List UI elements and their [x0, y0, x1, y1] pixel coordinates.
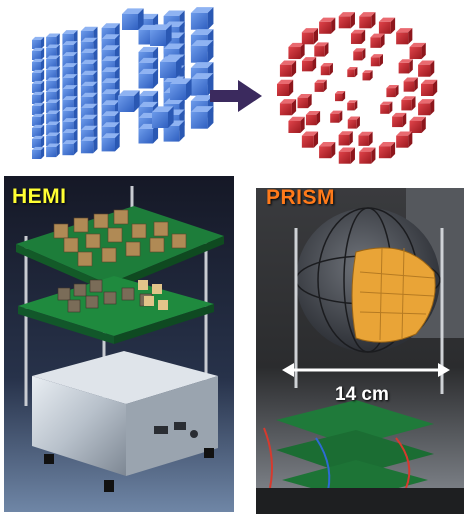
- scale-arrow-icon: [282, 363, 450, 377]
- hemi-photo: [4, 176, 234, 512]
- prism-cube: [370, 54, 383, 67]
- hemi-cube: [32, 124, 45, 137]
- prism-cube: [338, 147, 355, 164]
- prism-cube: [396, 131, 413, 148]
- prism-cube: [401, 96, 416, 111]
- prism-cube: [288, 42, 305, 60]
- prism-cube: [279, 99, 297, 116]
- prism-cube: [338, 12, 355, 29]
- scale-label: 14 cm: [335, 384, 389, 405]
- top-figure-svg: [32, 7, 438, 164]
- prism-cube: [279, 60, 297, 77]
- prism-cube: [305, 111, 321, 126]
- hemi-cube-array: [32, 7, 214, 159]
- hemi-cube: [32, 146, 45, 159]
- prism-cube: [301, 28, 319, 45]
- prism-cube: [392, 112, 407, 128]
- prism-cube: [347, 100, 358, 111]
- hemi-cube: [32, 80, 45, 93]
- hemi-cube: [62, 63, 78, 79]
- prism-cube: [301, 57, 317, 72]
- prism-photo: [256, 188, 464, 514]
- prism-cube: [338, 131, 353, 146]
- prism-cube: [319, 142, 336, 159]
- hemi-cube: [46, 77, 60, 92]
- hemi-cube: [46, 110, 60, 125]
- prism-cube: [418, 99, 435, 116]
- hemi-cube: [32, 69, 45, 82]
- prism-cube: [359, 12, 376, 29]
- transition-arrow-icon: [210, 80, 262, 112]
- hemi-photo-illustration: [4, 176, 234, 512]
- prism-label: PRISM: [266, 186, 336, 209]
- prism-cube: [359, 147, 376, 164]
- hemi-cube: [46, 33, 60, 48]
- prism-cube: [288, 116, 305, 133]
- hemi-cube: [160, 56, 182, 78]
- prism-cube: [409, 116, 426, 133]
- hemi-cube: [118, 90, 140, 112]
- prism-cube: [330, 110, 343, 123]
- hemi-cube: [152, 106, 174, 128]
- hemi-cube: [190, 73, 214, 96]
- prism-cube: [301, 131, 319, 148]
- hemi-cube: [80, 136, 98, 154]
- prism-cube: [347, 66, 358, 78]
- hemi-cube: [32, 102, 45, 115]
- prism-cube: [277, 79, 294, 96]
- hemi-cube: [46, 44, 60, 59]
- prism-cube-sphere: [277, 12, 438, 164]
- prism-cube: [409, 42, 426, 60]
- hemi-cube: [46, 121, 60, 136]
- prism-cube: [418, 60, 435, 77]
- hemi-cube: [190, 40, 214, 63]
- prism-cube: [335, 91, 346, 102]
- prism-cube: [319, 17, 336, 34]
- hemi-cube: [32, 58, 45, 71]
- prism-cube: [353, 48, 366, 61]
- prism-cube: [378, 142, 396, 159]
- hemi-cube: [62, 140, 78, 156]
- hemi-cube: [46, 88, 60, 103]
- prism-photo-illustration: [256, 188, 464, 514]
- prism-cube: [398, 59, 413, 74]
- prism-cube: [370, 33, 385, 48]
- prism-cube: [386, 84, 399, 98]
- hemi-cube: [32, 91, 45, 104]
- prism-cube: [358, 131, 373, 146]
- hemi-cube: [32, 113, 45, 126]
- hemi-cube: [190, 7, 214, 30]
- hemi-cube: [170, 78, 192, 100]
- prism-cube: [314, 79, 327, 92]
- hemi-label: HEMI: [12, 185, 67, 208]
- hemi-cube: [32, 47, 45, 60]
- hemi-cube: [101, 133, 120, 152]
- prism-cube: [362, 70, 373, 81]
- hemi-cube: [46, 99, 60, 114]
- hemi-cube: [138, 68, 159, 89]
- prism-cube: [314, 42, 329, 57]
- prism-cube: [396, 28, 413, 45]
- hemi-cube: [46, 132, 60, 147]
- hemi-cube: [46, 66, 60, 81]
- hemi-cube: [46, 143, 60, 158]
- prism-cube: [380, 101, 393, 114]
- prism-cube: [297, 93, 312, 109]
- hemi-cube: [190, 106, 214, 129]
- prism-cube: [320, 63, 333, 76]
- top-figure: [0, 0, 467, 172]
- hemi-cube: [32, 135, 45, 148]
- prism-cube: [403, 77, 418, 92]
- hemi-cube: [150, 24, 172, 46]
- hemi-cube: [122, 8, 144, 30]
- prism-cube: [350, 29, 366, 44]
- hemi-cube: [32, 36, 45, 49]
- prism-cube: [347, 116, 360, 129]
- hemi-cube: [46, 55, 60, 70]
- prism-cube: [378, 17, 396, 34]
- prism-cube: [421, 79, 438, 96]
